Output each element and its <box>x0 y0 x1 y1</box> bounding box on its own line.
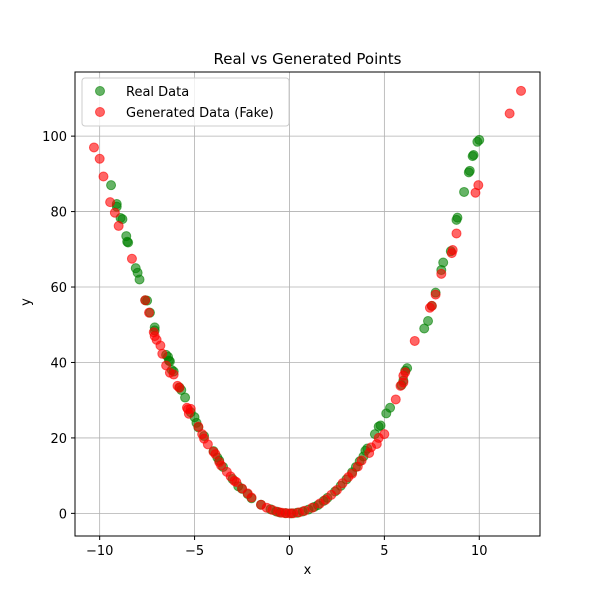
y-tick-label: 0 <box>59 507 67 522</box>
x-tick-label: 0 <box>285 544 293 559</box>
generated-data-point <box>155 340 166 351</box>
generated-data-point <box>356 455 367 466</box>
legend-label-real: Real Data <box>126 85 189 100</box>
real-data-point <box>468 149 479 160</box>
real-data-point <box>106 180 117 191</box>
real-data-point <box>385 402 396 413</box>
generated-data-point <box>185 403 196 414</box>
real-data-point <box>459 186 470 197</box>
x-tick-label: 10 <box>471 544 488 559</box>
legend-box <box>81 77 290 127</box>
real-data-point <box>375 420 386 431</box>
generated-data-point <box>231 477 242 488</box>
series-generated-data <box>88 85 527 519</box>
generated-data-point <box>447 245 458 256</box>
generated-data-point <box>426 300 437 311</box>
generated-data-point <box>105 197 116 208</box>
legend-label-fake: Generated Data (Fake) <box>126 106 274 121</box>
generated-data-point <box>246 492 257 503</box>
generated-data-point <box>390 394 401 405</box>
generated-data-point <box>113 220 124 231</box>
generated-data-point <box>337 478 348 489</box>
generated-data-point <box>88 142 99 153</box>
x-tick-label: 5 <box>380 544 388 559</box>
generated-data-point <box>94 153 105 164</box>
generated-data-point <box>504 108 515 119</box>
generated-data-point <box>168 369 179 380</box>
y-axis-label: y <box>19 298 34 306</box>
generated-data-point <box>307 502 318 513</box>
generated-data-point <box>400 367 411 378</box>
real-data-point <box>464 165 475 176</box>
y-tick-label: 80 <box>50 206 67 221</box>
generated-data-point <box>436 268 447 279</box>
generated-data-point <box>109 207 120 218</box>
y-tick-label: 60 <box>50 281 67 296</box>
generated-data-point <box>473 180 484 191</box>
real-data-point <box>134 274 145 285</box>
generated-data-point <box>409 335 420 346</box>
generated-data-point <box>157 348 168 359</box>
chart-title: Real vs Generated Points <box>214 50 402 68</box>
real-data-point <box>438 257 449 268</box>
y-tick-label: 20 <box>50 432 67 447</box>
generated-data-point <box>331 484 342 495</box>
legend-marker-real <box>95 86 105 96</box>
legend-marker-fake <box>95 107 105 117</box>
x-tick-label: −5 <box>185 544 204 559</box>
real-data-point <box>180 392 191 403</box>
legend: Real Data Generated Data (Fake) <box>81 77 290 127</box>
generated-data-point <box>216 460 227 471</box>
real-data-point <box>423 315 434 326</box>
series-real-data <box>106 134 485 519</box>
generated-data-point <box>210 449 221 460</box>
real-data-point <box>474 134 485 145</box>
generated-data-point <box>126 253 137 264</box>
x-tick-label: −10 <box>86 544 113 559</box>
y-tick-label: 100 <box>42 130 67 145</box>
generated-data-point <box>379 429 390 440</box>
y-tick-label: 40 <box>50 356 67 371</box>
generated-data-point <box>516 85 527 96</box>
generated-data-point <box>144 307 155 318</box>
generated-data-point <box>202 439 213 450</box>
x-axis-label: x <box>304 563 312 578</box>
generated-data-point <box>451 228 462 239</box>
real-data-point <box>123 237 134 248</box>
generated-data-point <box>347 468 358 479</box>
plot-points <box>88 85 527 519</box>
generated-data-point <box>174 382 185 393</box>
generated-data-point <box>430 289 441 300</box>
real-data-point <box>452 212 463 223</box>
plot-frame <box>74 71 541 537</box>
generated-data-point <box>98 171 109 182</box>
generated-data-point <box>140 295 151 306</box>
